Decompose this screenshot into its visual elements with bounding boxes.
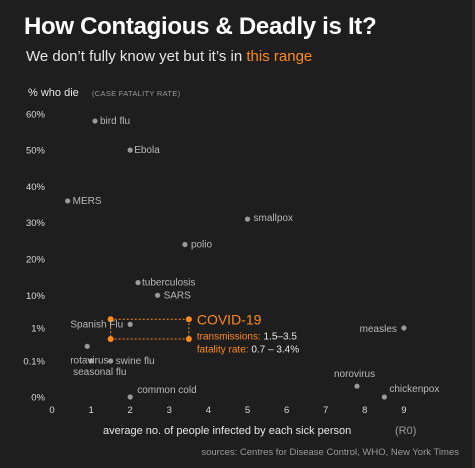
data-point	[135, 280, 141, 286]
y-tick-label: 0%	[31, 393, 45, 404]
data-point	[354, 383, 360, 389]
x-tick-label: 6	[284, 405, 289, 416]
x-tick-label: 3	[167, 405, 172, 416]
covid-transmissions-value: 1.5–3.5	[264, 331, 298, 342]
covid-fatality: fatality rate: 0.7 – 3.4%	[197, 344, 299, 355]
subtitle-highlight: this range	[246, 48, 313, 65]
data-point	[127, 147, 133, 153]
chart-subtitle: We don’t fully know yet but it’s in this…	[26, 48, 312, 65]
y-tick-label: 40%	[26, 182, 46, 193]
data-point	[92, 118, 98, 124]
point-label: tuberculosis	[142, 278, 195, 289]
y-tick-label: 20%	[26, 255, 46, 266]
covid-corner-point	[107, 336, 114, 342]
axes: 0% 0.1% 1% 10% 20% 30% 40% 50% 60% 0 1 2 3 4 5 6 7 8 9 % wh…	[23, 87, 459, 458]
point-label: measles	[360, 324, 397, 335]
source-note: sources: Centres for Disease Control, WH…	[201, 447, 459, 458]
data-points	[65, 118, 407, 400]
data-point	[381, 394, 387, 400]
data-point	[182, 241, 188, 248]
x-tick-label: 7	[323, 405, 328, 416]
y-tick-label: 1%	[31, 324, 45, 335]
x-tick-label: 2	[128, 405, 133, 416]
point-label: MERS	[73, 196, 102, 207]
data-point	[127, 321, 133, 327]
x-tick-label: 8	[362, 405, 367, 416]
data-point	[84, 343, 90, 349]
covid-corner-point	[107, 316, 114, 323]
point-label: common cold	[137, 385, 196, 396]
data-point	[65, 198, 71, 204]
y-tick-label: 10%	[26, 291, 46, 302]
x-tick-label: 0	[49, 405, 54, 416]
y-tick-label: 60%	[26, 109, 46, 120]
point-label: Spanish Flu	[70, 319, 123, 330]
point-label: seasonal flu	[73, 367, 126, 378]
data-point	[244, 216, 251, 222]
data-point	[108, 358, 114, 364]
chart-title: How Contagious & Deadly is It?	[24, 13, 377, 40]
y-tick-label: 0.1%	[23, 357, 45, 368]
covid-range: COVID-19 transmissions: 1.5–3.5 fatality r…	[107, 311, 299, 355]
covid-transmissions: transmissions: 1.5–3.5	[197, 331, 297, 342]
y-tick-label: 30%	[26, 218, 46, 229]
y-axis-note: (CASE FATALITY RATE)	[92, 89, 181, 98]
x-axis-note: (R0)	[395, 425, 416, 437]
covid-label: COVID-19	[197, 311, 262, 327]
point-label: SARS	[164, 290, 192, 301]
point-label: bird flu	[100, 116, 130, 127]
data-point	[401, 325, 407, 331]
x-tick-label: 9	[401, 405, 406, 416]
y-axis-title: % who die	[28, 87, 79, 99]
data-point	[154, 292, 161, 298]
x-tick-label: 1	[88, 405, 93, 416]
point-label: Ebola	[134, 145, 160, 156]
covid-corner-point	[185, 336, 192, 342]
x-tick-label: 4	[206, 405, 211, 416]
point-label: rotavirus	[70, 355, 108, 366]
point-label: chickenpox	[389, 384, 439, 395]
point-label: swine flu	[116, 356, 155, 367]
y-tick-label: 50%	[26, 146, 46, 157]
x-axis-title: average no. of people infected by each s…	[103, 425, 351, 437]
covid-corner-point	[185, 316, 192, 323]
data-point	[127, 394, 133, 400]
point-label: smallpox	[254, 213, 293, 224]
x-tick-label: 5	[245, 405, 250, 416]
covid-fatality-value: 0.7 – 3.4%	[251, 344, 299, 355]
subtitle-text: We don’t fully know yet but it’s in	[26, 48, 247, 65]
data-point	[88, 358, 94, 364]
point-label: polio	[191, 240, 213, 251]
point-labels: bird flu Ebola MERS smallpox polio tuberculos…	[70, 116, 439, 396]
point-label: norovirus	[334, 369, 375, 380]
